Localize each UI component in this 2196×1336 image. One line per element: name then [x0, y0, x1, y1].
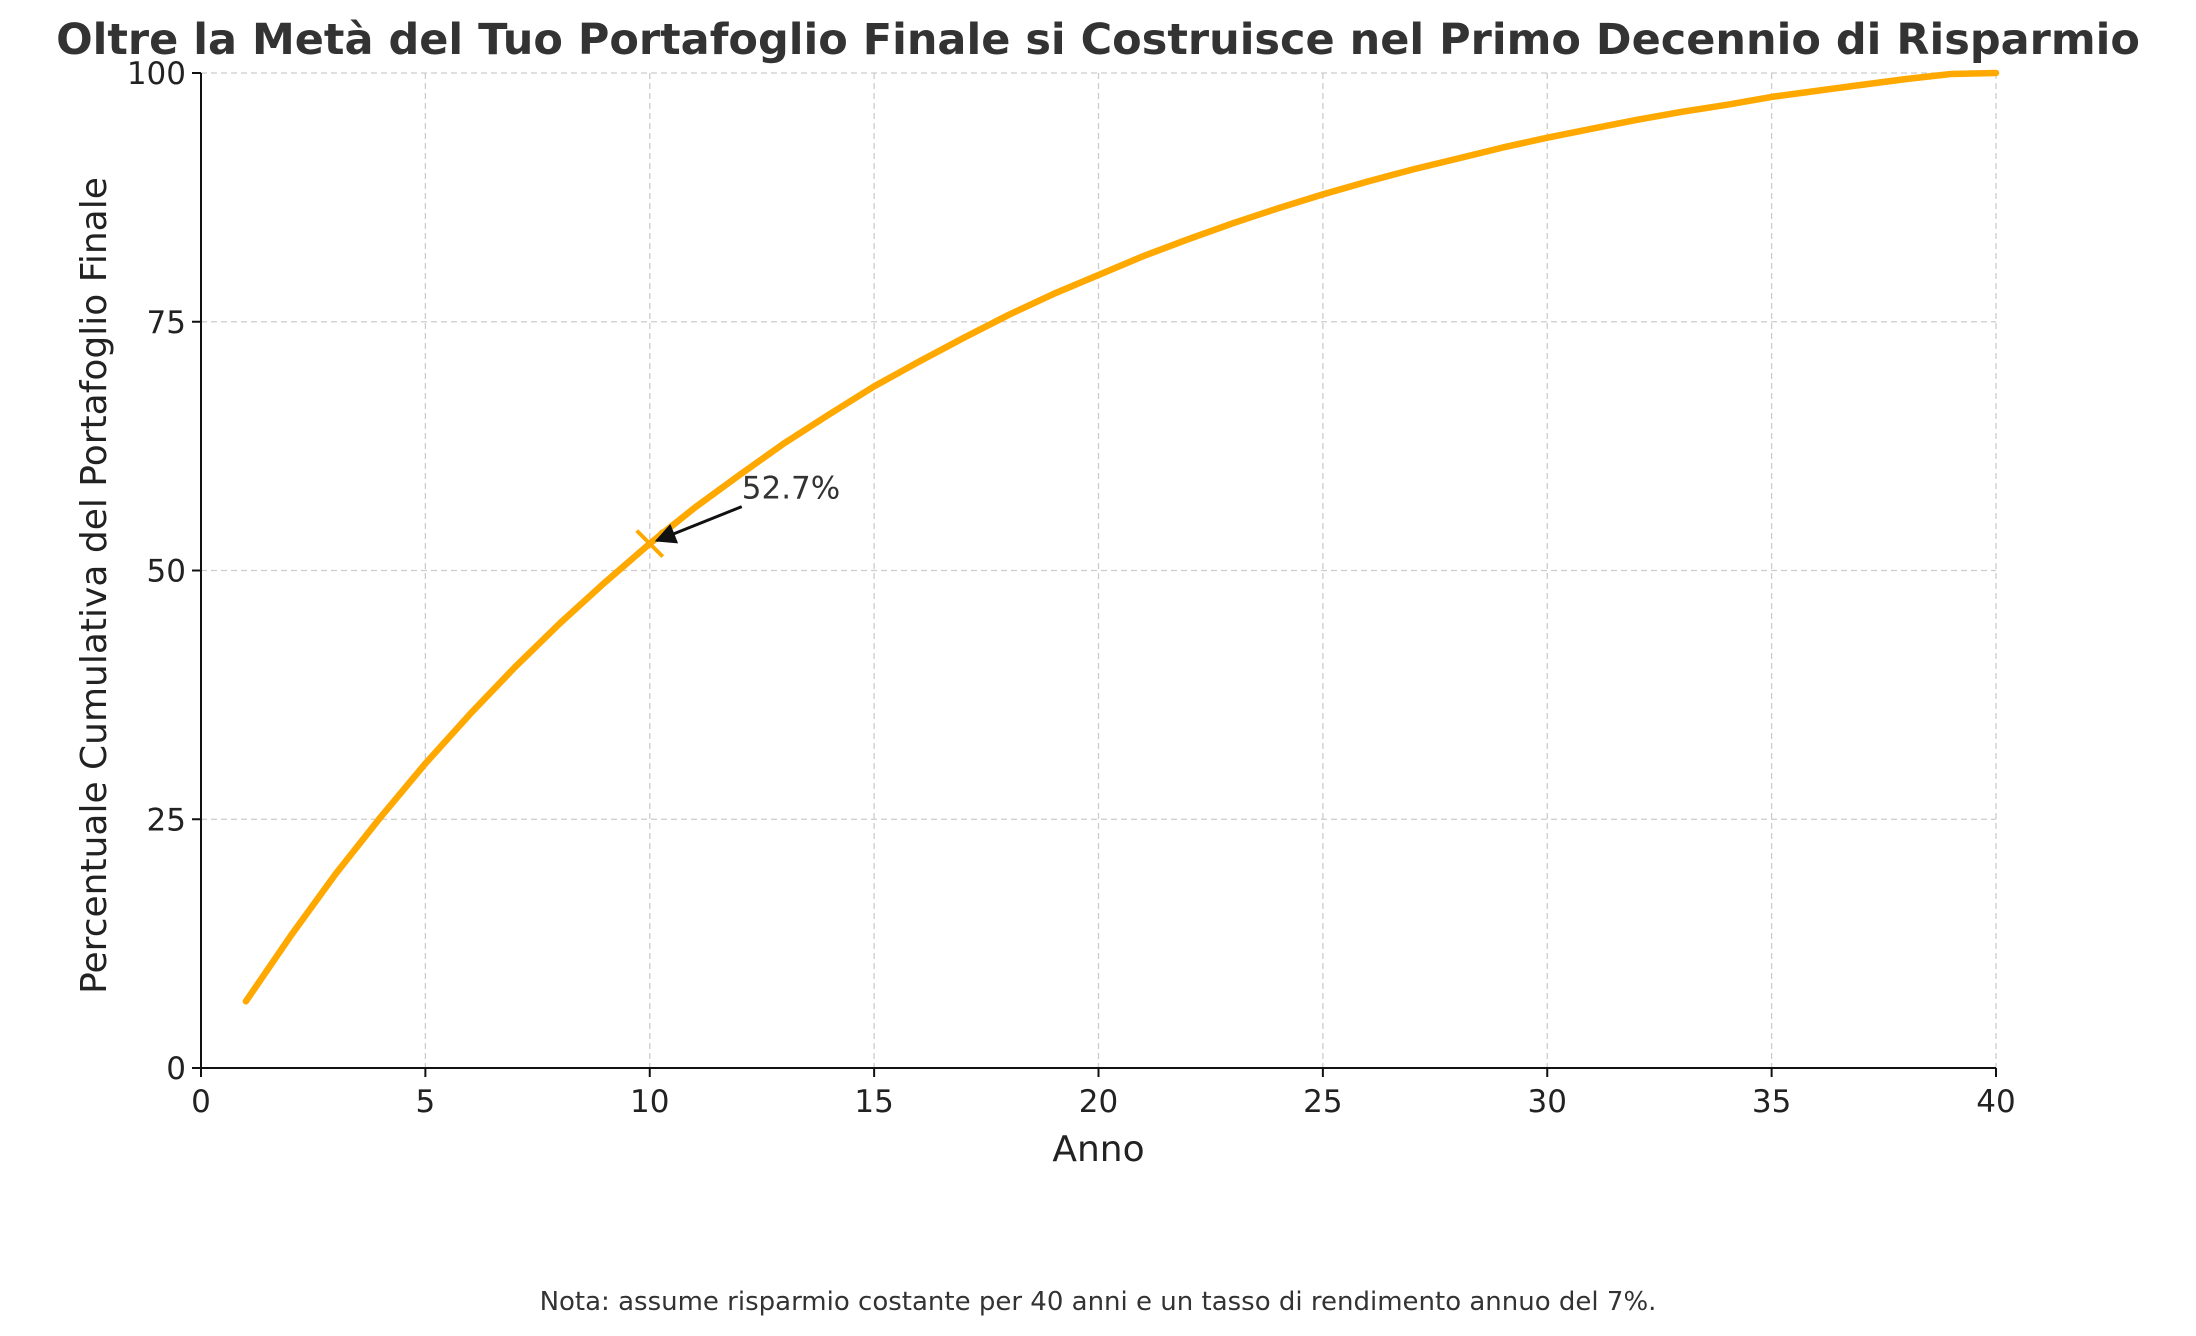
series-lines: [242, 69, 2000, 1005]
y-tick-label: 25: [147, 802, 186, 838]
y-tick-label: 0: [166, 1051, 186, 1087]
highlight-annotation: 52.7%: [635, 471, 840, 559]
x-tick-label: 40: [1976, 1084, 2015, 1120]
series-line: [242, 69, 2000, 1005]
x-tick-label: 25: [1303, 1084, 1342, 1120]
x-tick-label: 5: [416, 1084, 436, 1120]
grid-lines: [201, 72, 1997, 1068]
x-tick-label: 30: [1528, 1084, 1567, 1120]
x-tick-label: 15: [854, 1084, 893, 1120]
tick-labels: 0 5 10 15 20 25 30 35 40 0 25 50 75 100: [127, 56, 2016, 1120]
chart-title: Oltre la Metà del Tuo Portafoglio Finale…: [56, 15, 2140, 65]
x-axis-label: Anno: [1052, 1129, 1144, 1170]
y-tick-label: 50: [147, 554, 186, 590]
annotation-arrow: [654, 505, 743, 544]
x-tick-label: 0: [191, 1084, 211, 1120]
annotation-label: 52.7%: [742, 471, 840, 507]
x-tick-label: 10: [630, 1084, 669, 1120]
y-axis-label: Percentuale Cumulativa del Portafoglio F…: [74, 177, 115, 994]
footnote: Nota: assume risparmio costante per 40 a…: [540, 1287, 1657, 1317]
y-tick-label: 100: [127, 56, 186, 92]
y-tick-label: 75: [147, 305, 186, 341]
x-tick-label: 35: [1752, 1084, 1791, 1120]
x-tick-label: 20: [1079, 1084, 1118, 1120]
